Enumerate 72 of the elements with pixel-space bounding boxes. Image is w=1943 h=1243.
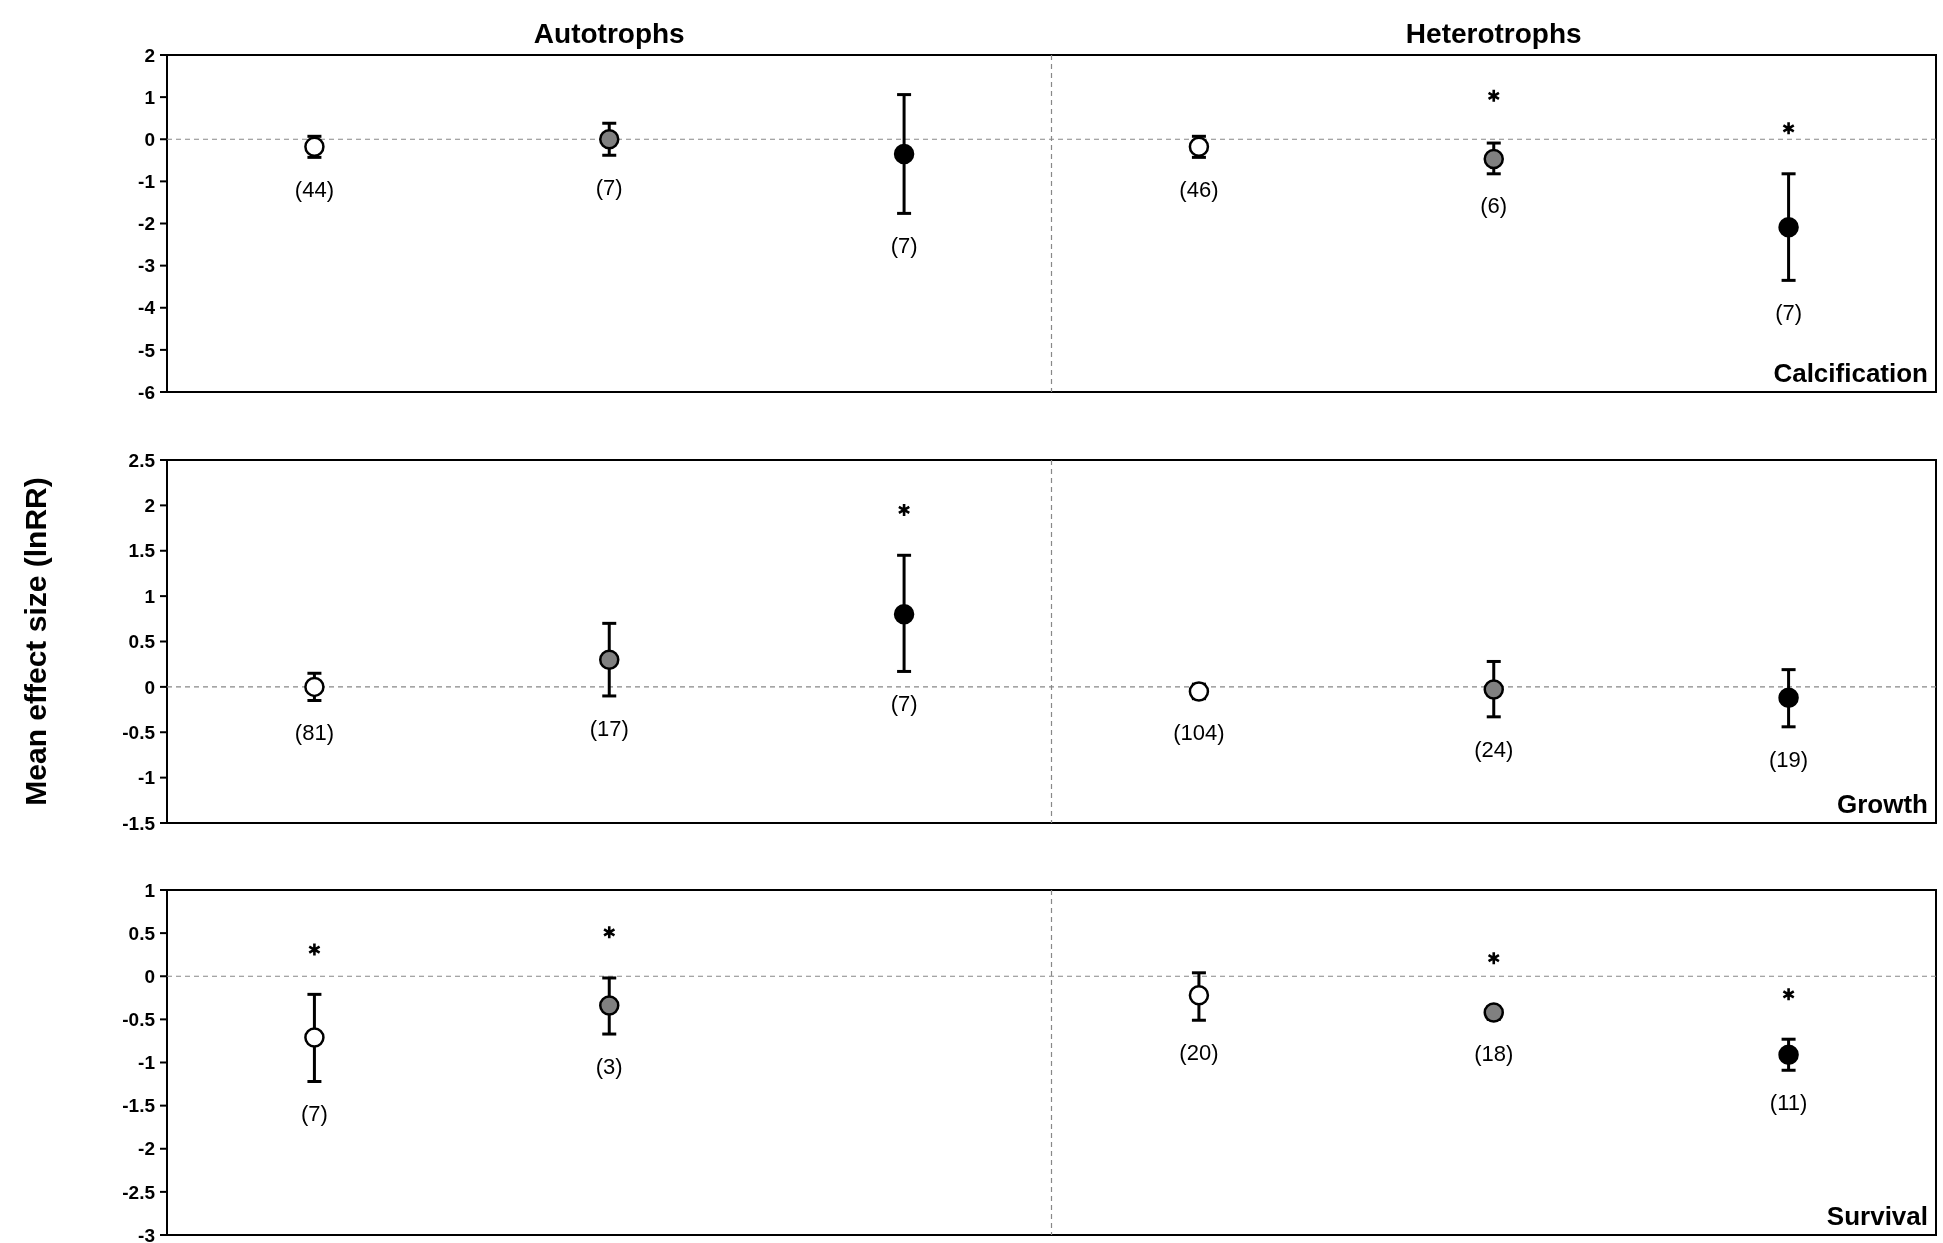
annotation: (7) <box>1775 300 1803 326</box>
y-tick-label: 1 <box>144 585 156 607</box>
y-tick-label: -1 <box>138 1052 156 1074</box>
y-tick-label: -1 <box>138 767 156 789</box>
y-tick-label: -0.5 <box>122 1009 156 1031</box>
text: Calcification <box>1773 358 1928 388</box>
annotation: (18) <box>1474 1041 1514 1067</box>
y-tick-label: -2 <box>138 1138 155 1160</box>
y-tick-label: -2 <box>138 213 155 235</box>
point <box>893 604 915 625</box>
y-tick-label: -2.5 <box>122 1181 156 1203</box>
point <box>1483 1002 1504 1023</box>
annotation: (11) <box>1769 1089 1808 1115</box>
annotation: (46) <box>1179 177 1219 203</box>
annotation: (3) <box>595 1053 623 1079</box>
point <box>1487 88 1501 104</box>
point <box>1188 681 1210 702</box>
text: Growth <box>1837 789 1928 819</box>
y-tick-label: 2.5 <box>128 449 156 471</box>
point <box>602 924 616 940</box>
point <box>599 995 620 1016</box>
y-tick-label: -1 <box>138 171 156 193</box>
point <box>1483 679 1504 700</box>
point <box>307 942 321 957</box>
point <box>897 502 911 518</box>
y-tick-label: -3 <box>138 1224 155 1243</box>
y-axis-title: Mean effect size (lnRR) <box>19 477 52 806</box>
point <box>304 1027 325 1048</box>
annotation: (44) <box>294 177 334 203</box>
point <box>304 676 325 698</box>
text: Autotrophs <box>533 18 685 49</box>
y-tick-label: 0.5 <box>128 922 156 944</box>
point <box>599 129 620 150</box>
point <box>1188 984 1210 1006</box>
point <box>1778 687 1799 709</box>
annotation: (81) <box>294 720 334 746</box>
y-tick-label: -6 <box>138 381 155 403</box>
point <box>1778 217 1799 238</box>
annotation: (104) <box>1173 720 1225 746</box>
point <box>1487 950 1501 966</box>
y-tick-label: -1.5 <box>122 812 156 834</box>
y-tick-label: 1 <box>144 879 156 901</box>
y-tick-label: 0.5 <box>128 631 156 653</box>
y-tick-label: 0 <box>144 965 155 987</box>
point <box>599 649 620 670</box>
text: Survival <box>1826 1201 1928 1231</box>
point <box>1782 987 1796 1002</box>
y-tick-label: -3 <box>138 255 155 277</box>
y-tick-label: 1 <box>144 86 156 108</box>
y-tick-label: 2 <box>144 44 155 66</box>
text: Heterotrophs <box>1405 18 1582 49</box>
point <box>1778 1044 1799 1065</box>
annotation: (24) <box>1474 736 1514 762</box>
annotation: (19) <box>1769 746 1809 772</box>
y-tick-label: 0 <box>144 676 155 698</box>
y-tick-label: 0 <box>144 128 155 150</box>
annotation: (20) <box>1179 1039 1219 1065</box>
annotation: (7) <box>300 1101 328 1127</box>
y-tick-label: -4 <box>138 297 156 319</box>
annotation: (7) <box>890 233 918 259</box>
y-tick-label: -1.5 <box>122 1095 156 1117</box>
annotation: (7) <box>890 691 918 717</box>
point <box>1782 121 1796 136</box>
y-tick-label: 2 <box>144 495 155 517</box>
annotation: (6) <box>1480 193 1508 219</box>
point <box>1483 148 1504 170</box>
y-tick-label: 1.5 <box>128 540 156 562</box>
annotation: (17) <box>589 715 629 741</box>
point <box>893 143 915 165</box>
annotation: (7) <box>595 174 623 200</box>
y-tick-label: -5 <box>138 339 156 361</box>
y-tick-label: -0.5 <box>122 721 156 743</box>
